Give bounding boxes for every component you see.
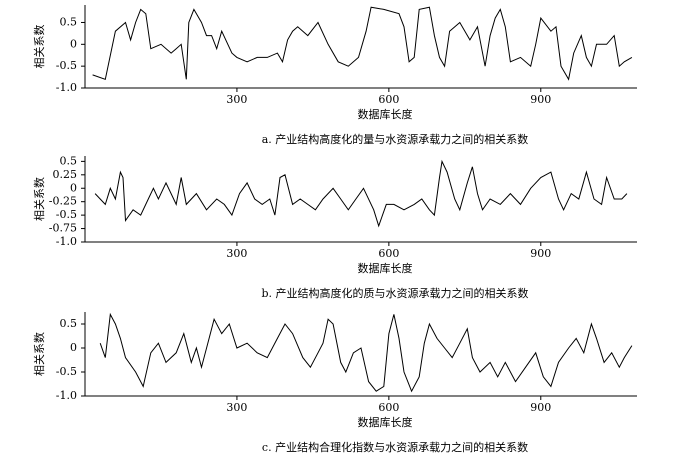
- x-axis-label: 数据库长度: [358, 107, 413, 121]
- y-axis-label: 相关系数: [32, 177, 46, 221]
- y-tick-label: 0.25: [53, 168, 78, 181]
- y-tick-label: 0: [70, 341, 77, 354]
- x-axis-label: 数据库长度: [358, 415, 413, 429]
- y-tick-label: -1.0: [56, 81, 77, 94]
- y-axis-label: 相关系数: [32, 332, 46, 376]
- x-tick-label: 900: [530, 247, 551, 260]
- x-axis-label: 数据库长度: [358, 261, 413, 275]
- x-tick-label: 900: [530, 401, 551, 414]
- y-tick-label: 0.5: [60, 317, 78, 330]
- y-tick-label: -0.5: [56, 208, 77, 221]
- y-tick-label: -0.25: [49, 195, 77, 208]
- y-tick-label: -0.5: [56, 365, 77, 378]
- y-tick-label: -1.0: [56, 389, 77, 402]
- x-tick-label: 600: [378, 93, 399, 106]
- y-tick-label: 0: [70, 37, 77, 50]
- x-tick-label: 900: [530, 93, 551, 106]
- y-tick-label: -1.0: [56, 235, 77, 248]
- y-axis-label: 相关系数: [32, 25, 46, 69]
- data-line: [99, 312, 633, 393]
- x-tick-label: 300: [226, 93, 247, 106]
- x-tick-label: 600: [378, 247, 399, 260]
- data-line: [94, 159, 628, 228]
- x-tick-label: 600: [378, 401, 399, 414]
- x-tick-label: 300: [226, 247, 247, 260]
- y-tick-label: 0.5: [60, 15, 78, 28]
- data-line: [92, 6, 633, 81]
- y-tick-label: 0.5: [60, 154, 78, 167]
- y-tick-label: 0: [70, 181, 77, 194]
- caption: a. 产业结构高度化的量与水资源承载力之间的相关系数: [262, 132, 529, 146]
- y-tick-label: -0.75: [49, 222, 77, 235]
- y-tick-label: -0.5: [56, 59, 77, 72]
- x-tick-label: 300: [226, 401, 247, 414]
- caption: c. 产业结构合理化指数与水资源承载力之间的相关系数: [262, 440, 528, 454]
- caption: b. 产业结构高度化的质与水资源承载力之间的相关系数: [261, 286, 528, 300]
